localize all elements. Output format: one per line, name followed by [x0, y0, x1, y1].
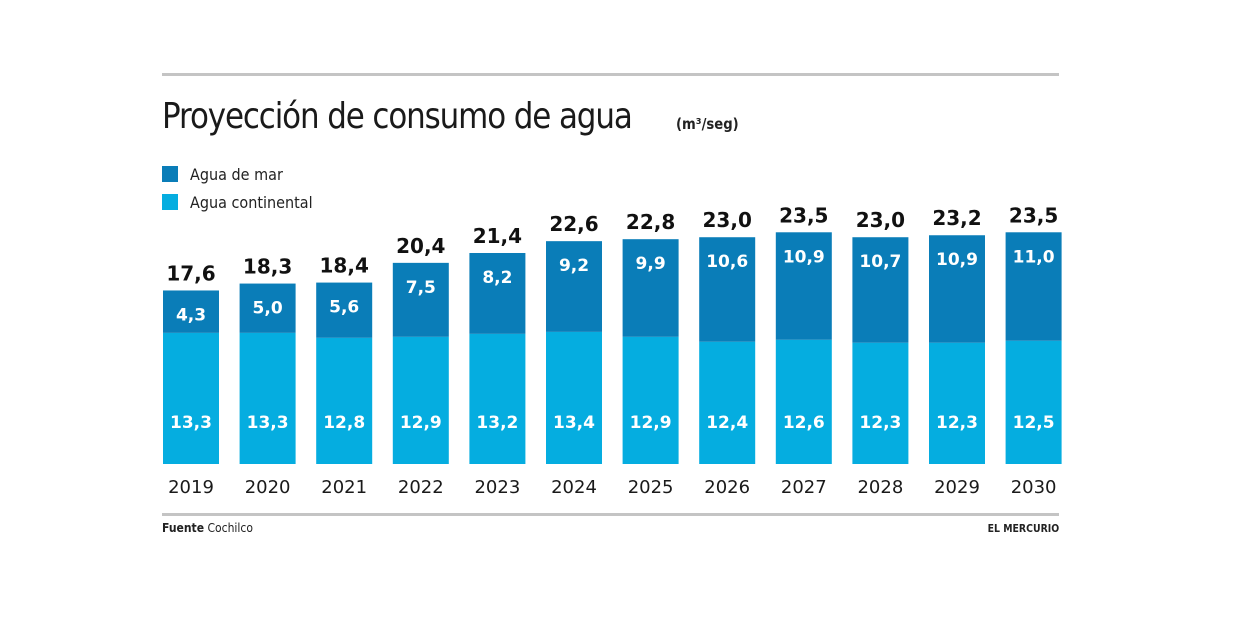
source-label: Fuente — [162, 521, 205, 535]
bar-segment-agua-continental — [852, 342, 909, 464]
total-label: 20,4 — [396, 234, 445, 258]
bar-segment-agua-continental — [392, 336, 449, 464]
data-label-agua-de-mar: 9,9 — [636, 254, 666, 274]
source-value: Cochilco — [207, 521, 253, 535]
legend-label: Agua continental — [190, 192, 313, 212]
x-tick-label: 2025 — [628, 477, 674, 498]
bar-segment-agua-de-mar — [469, 252, 526, 334]
bar-segment-agua-de-mar — [775, 232, 832, 340]
x-tick-label: 2023 — [474, 477, 520, 498]
data-label-agua-de-mar: 5,0 — [253, 299, 283, 319]
data-label-agua-de-mar: 4,3 — [176, 305, 206, 325]
chart-unit: (m³/seg) — [676, 115, 739, 133]
x-tick-label: 2020 — [245, 477, 291, 498]
bar-segment-agua-de-mar — [852, 237, 909, 343]
legend-item-agua-continental: Agua continental — [162, 188, 326, 216]
x-tick-label: 2024 — [551, 477, 597, 498]
total-label: 18,3 — [243, 255, 292, 279]
data-label-agua-continental: 13,4 — [553, 413, 595, 433]
bottom-divider — [162, 513, 1059, 516]
data-label-agua-continental: 12,8 — [323, 413, 365, 433]
legend-swatch-agua-de-mar — [162, 166, 178, 182]
bar-segment-agua-continental — [469, 333, 526, 464]
data-label-agua-continental: 12,9 — [400, 413, 442, 433]
bar-segment-agua-de-mar — [392, 262, 449, 337]
bar-segment-agua-continental — [546, 331, 602, 464]
x-tick-label: 2026 — [704, 477, 750, 498]
data-label-agua-de-mar: 10,7 — [859, 252, 901, 272]
total-label: 18,4 — [320, 254, 369, 278]
total-label: 23,0 — [856, 208, 905, 232]
total-label: 23,2 — [932, 206, 981, 230]
x-tick-label: 2019 — [168, 477, 214, 498]
data-label-agua-de-mar: 10,9 — [936, 250, 978, 270]
bar-segment-agua-de-mar — [163, 290, 219, 333]
x-tick-label: 2029 — [934, 477, 980, 498]
bar-segment-agua-de-mar — [546, 241, 602, 332]
data-label-agua-continental: 12,4 — [706, 413, 748, 433]
bar-segment-agua-continental — [622, 336, 679, 464]
bar-segment-agua-de-mar — [1005, 232, 1062, 341]
source-note: Fuente Cochilco — [162, 521, 253, 535]
bar-segment-agua-continental — [163, 332, 219, 464]
bar-segment-agua-de-mar — [239, 283, 296, 333]
legend-item-agua-de-mar: Agua de mar — [162, 160, 326, 188]
data-label-agua-de-mar: 10,6 — [706, 252, 748, 272]
data-label-agua-continental: 13,3 — [247, 413, 289, 433]
bar-segment-agua-de-mar — [622, 239, 679, 337]
legend-swatch-agua-continental — [162, 194, 178, 210]
bar-segment-agua-de-mar — [929, 235, 985, 343]
total-label: 23,0 — [703, 208, 752, 232]
total-label: 23,5 — [779, 203, 828, 227]
total-label: 22,6 — [549, 212, 598, 236]
bar-segment-agua-continental — [239, 332, 296, 464]
x-tick-label: 2030 — [1011, 477, 1057, 498]
data-label-agua-continental: 12,9 — [630, 413, 672, 433]
legend: Agua de mar Agua continental — [162, 160, 326, 216]
data-label-agua-de-mar: 5,6 — [329, 298, 359, 318]
data-label-agua-continental: 13,3 — [170, 413, 212, 433]
x-tick-label: 2027 — [781, 477, 827, 498]
total-label: 23,5 — [1009, 203, 1058, 227]
x-tick-label: 2021 — [321, 477, 367, 498]
data-label-agua-continental: 12,3 — [936, 413, 978, 433]
legend-label: Agua de mar — [190, 164, 283, 184]
total-label: 21,4 — [473, 224, 522, 248]
x-tick-label: 2028 — [857, 477, 903, 498]
bar-segment-agua-continental — [1005, 340, 1062, 464]
data-label-agua-de-mar: 9,2 — [559, 256, 589, 276]
bar-segment-agua-de-mar — [699, 237, 756, 342]
data-label-agua-continental: 12,3 — [859, 413, 901, 433]
data-label-agua-de-mar: 11,0 — [1013, 247, 1055, 267]
data-label-agua-continental: 13,2 — [476, 413, 518, 433]
data-label-agua-de-mar: 10,9 — [783, 247, 825, 267]
x-tick-label: 2022 — [398, 477, 444, 498]
data-label-agua-de-mar: 8,2 — [482, 268, 512, 288]
bar-segment-agua-de-mar — [316, 282, 373, 338]
data-label-agua-continental: 12,5 — [1013, 413, 1055, 433]
data-label-agua-de-mar: 7,5 — [406, 278, 436, 298]
total-label: 22,8 — [626, 210, 675, 234]
data-label-agua-continental: 12,6 — [783, 413, 825, 433]
chart-title: Proyección de consumo de agua — [162, 96, 633, 137]
bar-segment-agua-continental — [316, 337, 373, 464]
bar-segment-agua-continental — [929, 342, 985, 464]
publisher-brand: EL MERCURIO — [987, 522, 1059, 535]
bar-segment-agua-continental — [699, 341, 756, 464]
top-divider — [162, 73, 1059, 76]
bar-segment-agua-continental — [775, 339, 832, 464]
total-label: 17,6 — [166, 261, 215, 285]
